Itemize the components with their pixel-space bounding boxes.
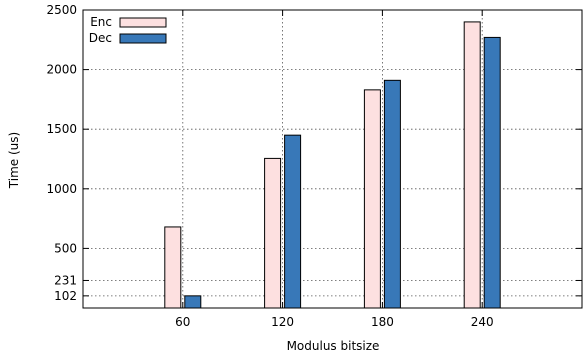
legend: Enc Dec bbox=[89, 15, 167, 45]
legend-swatch-enc bbox=[119, 17, 167, 28]
y-tick-label: 231 bbox=[54, 273, 77, 287]
bar-enc-60 bbox=[164, 226, 182, 309]
bar-enc-180 bbox=[363, 89, 381, 309]
bar-enc-120 bbox=[264, 157, 282, 309]
x-tick-label: 180 bbox=[371, 315, 394, 329]
y-tick-label: 1500 bbox=[46, 122, 77, 136]
legend-label-dec: Dec bbox=[89, 31, 112, 45]
x-axis-label: Modulus bitsize bbox=[287, 339, 380, 353]
x-tick-label: 60 bbox=[175, 315, 190, 329]
x-tick-label: 240 bbox=[471, 315, 494, 329]
plot-frame bbox=[82, 9, 583, 309]
legend-swatch-dec bbox=[119, 33, 167, 44]
y-axis-label: Time (us) bbox=[7, 132, 21, 189]
bar-dec-180 bbox=[383, 79, 401, 309]
y-tick-label: 500 bbox=[54, 241, 77, 255]
axis-ticks: 102 231 500 1000 1500 2000 2500 60 120 180 240 bbox=[46, 3, 582, 329]
bar-enc-240 bbox=[463, 21, 481, 309]
bar-dec-60 bbox=[184, 295, 202, 309]
y-tick-label: 1000 bbox=[46, 182, 77, 196]
y-tick-label: 2500 bbox=[46, 3, 77, 17]
legend-label-enc: Enc bbox=[90, 15, 112, 29]
bar-dec-120 bbox=[284, 134, 302, 309]
bar-dec-240 bbox=[483, 36, 501, 309]
y-tick-label: 102 bbox=[54, 289, 77, 303]
x-tick-label: 120 bbox=[271, 315, 294, 329]
grid bbox=[83, 10, 582, 308]
bars bbox=[164, 21, 501, 309]
y-tick-label: 2000 bbox=[46, 63, 77, 77]
